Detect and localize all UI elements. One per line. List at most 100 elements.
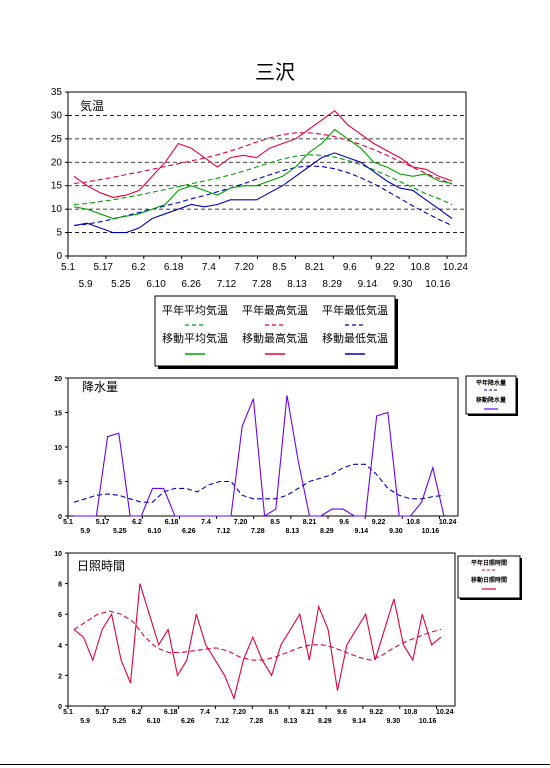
x-tick-label: 8.13 [286, 528, 300, 535]
x-tick-label: 7.20 [232, 709, 246, 716]
chart-panel-2 [65, 552, 522, 709]
x-tick-label: 9.14 [355, 528, 369, 535]
x-tick-label: 5.9 [80, 718, 90, 725]
x-tick-label: 9.14 [352, 718, 366, 725]
series-line-1 [73, 132, 453, 185]
series-line-1 [73, 583, 442, 701]
page-rule [0, 764, 550, 765]
x-tick-label: 5.17 [93, 262, 113, 273]
legend-label: 平年最高気温 [242, 303, 308, 317]
y-tick-label: 0 [58, 514, 62, 521]
y-tick-label: 20 [51, 157, 63, 168]
series-line-3 [73, 128, 453, 220]
y-tick-label: 8 [58, 582, 62, 589]
y-tick-label: 6 [58, 612, 62, 619]
x-tick-label: 10.16 [419, 718, 437, 725]
x-tick-label: 5.17 [95, 709, 109, 716]
y-tick-label: 15 [51, 181, 63, 192]
y-tick-label: 10 [54, 445, 62, 452]
y-tick-label: 10 [54, 551, 62, 558]
legend-box [457, 555, 521, 599]
x-tick-label: 6.10 [147, 718, 161, 725]
y-tick-label: 20 [54, 376, 62, 383]
page-title: 三沢 [255, 60, 295, 84]
x-tick-label: 5.9 [79, 279, 93, 290]
x-tick-label: 8.13 [284, 718, 298, 725]
series-line-0 [73, 610, 442, 661]
x-tick-label: 6.10 [147, 528, 161, 535]
x-tick-label: 7.28 [251, 528, 265, 535]
x-tick-label: 5.17 [96, 519, 110, 526]
x-tick-label: 6.26 [181, 718, 195, 725]
x-tick-label: 9.30 [387, 718, 401, 725]
x-tick-label: 10.16 [422, 528, 440, 535]
x-tick-label: 8.13 [287, 279, 307, 290]
legend-label: 移動平均気温 [162, 331, 228, 345]
y-tick-label: 30 [51, 110, 63, 121]
series-line-0 [73, 463, 445, 503]
x-tick-label: 7.20 [234, 519, 248, 526]
x-tick-label: 8.29 [322, 279, 342, 290]
x-tick-label: 9.6 [337, 709, 347, 716]
x-tick-label: 6.18 [164, 709, 178, 716]
x-tick-label: 5.9 [80, 528, 90, 535]
x-tick-label: 6.26 [182, 528, 196, 535]
legend-label: 移動最高気温 [242, 331, 308, 345]
panel-label: 降水量 [82, 380, 118, 394]
x-tick-label: 7.28 [252, 279, 272, 290]
x-tick-label: 6.2 [132, 519, 142, 526]
x-tick-label: 6.2 [131, 262, 145, 273]
x-tick-label: 7.4 [200, 709, 210, 716]
plot-frame [67, 552, 456, 707]
legend-label: 移動降水量 [476, 396, 506, 404]
x-tick-label: 8.5 [270, 519, 280, 526]
series-line-0 [73, 154, 453, 206]
series-line-4 [73, 109, 453, 198]
x-tick-label: 7.28 [250, 718, 264, 725]
y-tick-label: 4 [58, 643, 62, 650]
legend-label: 平年日照時間 [471, 559, 507, 567]
x-tick-label: 10.8 [404, 709, 418, 716]
x-tick-label: 10.16 [425, 279, 450, 290]
panel-label: 気温 [80, 98, 104, 113]
x-tick-label: 8.21 [305, 262, 325, 273]
x-tick-label: 10.24 [436, 709, 454, 716]
chart-panel-0 [65, 91, 467, 369]
x-tick-label: 6.18 [164, 262, 184, 273]
x-tick-label: 10.8 [410, 262, 430, 273]
x-tick-label: 8.29 [318, 718, 332, 725]
x-tick-label: 9.22 [369, 709, 383, 716]
legend-label: 移動最低気温 [322, 331, 388, 345]
series-line-1 [74, 395, 445, 517]
legend-label: 平年降水量 [476, 379, 506, 387]
x-tick-label: 10.24 [439, 519, 457, 526]
x-tick-label: 9.6 [343, 262, 357, 273]
x-tick-label: 10.8 [406, 519, 420, 526]
x-tick-label: 9.14 [358, 279, 378, 290]
series-line-2 [73, 165, 453, 227]
x-tick-label: 7.20 [234, 262, 254, 273]
x-tick-label: 6.2 [132, 709, 142, 716]
x-tick-label: 9.30 [393, 279, 413, 290]
legend-label: 平年平均気温 [162, 303, 228, 317]
legend-label: 移動日照時間 [471, 576, 507, 584]
x-tick-label: 8.29 [320, 528, 334, 535]
plot-frame [67, 91, 467, 257]
x-tick-label: 6.18 [165, 519, 179, 526]
y-tick-label: 10 [51, 204, 63, 215]
x-tick-label: 5.1 [61, 262, 75, 273]
x-tick-label: 9.22 [375, 262, 395, 273]
x-tick-label: 7.4 [201, 519, 211, 526]
x-tick-label: 5.1 [63, 519, 73, 526]
x-tick-label: 5.1 [63, 709, 73, 716]
y-tick-label: 2 [58, 673, 62, 680]
x-tick-label: 6.10 [146, 279, 166, 290]
x-tick-label: 7.12 [215, 718, 229, 725]
x-tick-label: 10.24 [443, 262, 468, 273]
x-tick-label: 9.6 [339, 519, 349, 526]
y-tick-label: 0 [58, 704, 62, 711]
x-tick-label: 9.30 [389, 528, 403, 535]
x-tick-label: 8.21 [301, 709, 315, 716]
x-tick-label: 8.21 [303, 519, 317, 526]
